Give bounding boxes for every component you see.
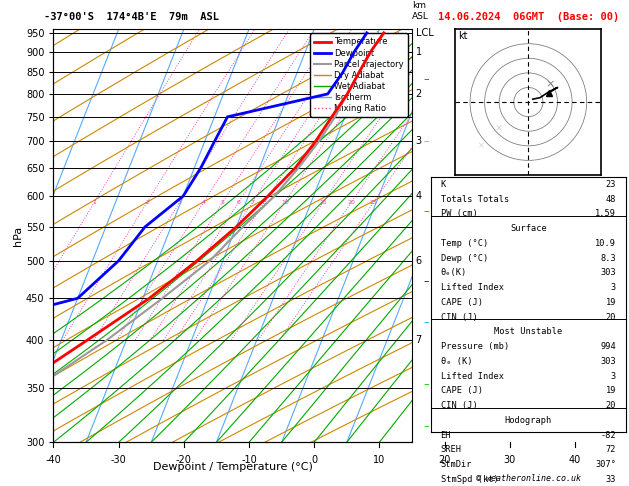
Text: CAPE (J): CAPE (J) [441,298,482,307]
Text: 7: 7 [416,335,422,345]
Text: 23: 23 [606,180,616,189]
Text: 6: 6 [237,200,241,205]
Text: 20: 20 [606,401,616,410]
Text: -40: -40 [45,455,62,465]
Text: Pressure (mb): Pressure (mb) [441,342,509,351]
Text: 33: 33 [606,475,616,484]
Text: ×: × [495,123,503,133]
Text: © weatheronline.co.uk: © weatheronline.co.uk [476,474,581,483]
Text: 10: 10 [281,200,289,205]
Text: -37°00'S  174°4B'E  79m  ASL: -37°00'S 174°4B'E 79m ASL [44,12,219,22]
Text: Hodograph: Hodograph [504,416,552,425]
Text: –: – [423,136,429,146]
Text: 2: 2 [416,89,422,99]
Text: –: – [423,74,429,84]
Text: EH: EH [441,431,451,439]
Text: 40: 40 [569,455,581,465]
Legend: Temperature, Dewpoint, Parcel Trajectory, Dry Adiabat, Wet Adiabat, Isotherm, Mi: Temperature, Dewpoint, Parcel Trajectory… [310,34,408,117]
Text: 19: 19 [606,386,616,395]
Text: 10: 10 [373,455,386,465]
Text: StmDir: StmDir [441,460,472,469]
Text: 3: 3 [178,200,182,205]
Y-axis label: hPa: hPa [13,226,23,246]
Text: Lifted Index: Lifted Index [441,372,504,381]
Text: StmSpd (kt): StmSpd (kt) [441,475,498,484]
Text: 0: 0 [311,455,317,465]
Text: 307°: 307° [595,460,616,469]
Text: 20: 20 [438,455,451,465]
Text: Lifted Index: Lifted Index [441,283,504,292]
Text: 20: 20 [606,312,616,322]
Text: 10.9: 10.9 [595,239,616,248]
Text: ×: × [545,80,555,89]
Text: -10: -10 [241,455,257,465]
Text: 4: 4 [416,191,421,201]
Text: 2: 2 [145,200,149,205]
Text: -20: -20 [176,455,192,465]
Text: K: K [441,180,446,189]
Text: θₑ (K): θₑ (K) [441,357,472,366]
Text: Most Unstable: Most Unstable [494,328,562,336]
Text: 19: 19 [606,298,616,307]
Text: CIN (J): CIN (J) [441,401,477,410]
Text: 3: 3 [611,283,616,292]
X-axis label: Dewpoint / Temperature (°C): Dewpoint / Temperature (°C) [153,462,313,472]
Text: 303: 303 [600,268,616,278]
Text: –: – [423,276,429,286]
Text: ×: × [478,141,485,150]
Text: km
ASL: km ASL [412,1,429,21]
Text: 1: 1 [92,200,96,205]
Text: 8: 8 [262,200,266,205]
Text: 4: 4 [202,200,206,205]
Text: 303: 303 [600,357,616,366]
Text: CIN (J): CIN (J) [441,312,477,322]
Text: 1: 1 [416,47,421,57]
Text: LCL: LCL [416,28,433,38]
Text: -30: -30 [111,455,126,465]
Text: 14.06.2024  06GMT  (Base: 00): 14.06.2024 06GMT (Base: 00) [438,12,619,22]
Text: 5: 5 [221,200,225,205]
Text: –: – [423,421,429,431]
Text: –: – [423,206,429,216]
Text: Totals Totals: Totals Totals [441,195,509,204]
Text: SREH: SREH [441,445,462,454]
Text: 8.3: 8.3 [600,254,616,262]
Text: 3: 3 [416,137,421,146]
Text: 3: 3 [611,372,616,381]
Text: Surface: Surface [510,224,547,233]
Text: 48: 48 [606,195,616,204]
Text: 30: 30 [504,455,516,465]
Text: 7: 7 [250,200,254,205]
Text: Temp (°C): Temp (°C) [441,239,488,248]
Text: -82: -82 [600,431,616,439]
Text: PW (cm): PW (cm) [441,209,477,218]
Text: CAPE (J): CAPE (J) [441,386,482,395]
Text: –: – [423,380,429,389]
Text: –: – [423,317,429,328]
Text: kt: kt [459,32,468,41]
Text: Mixing Ratio (g/kg): Mixing Ratio (g/kg) [439,190,449,282]
Text: 994: 994 [600,342,616,351]
Text: 72: 72 [606,445,616,454]
Text: Dewp (°C): Dewp (°C) [441,254,488,262]
Text: 15: 15 [320,200,327,205]
Text: 20: 20 [347,200,355,205]
Text: θₑ(K): θₑ(K) [441,268,467,278]
Text: 6: 6 [416,256,421,266]
Text: 25: 25 [370,200,377,205]
Text: 1.59: 1.59 [595,209,616,218]
